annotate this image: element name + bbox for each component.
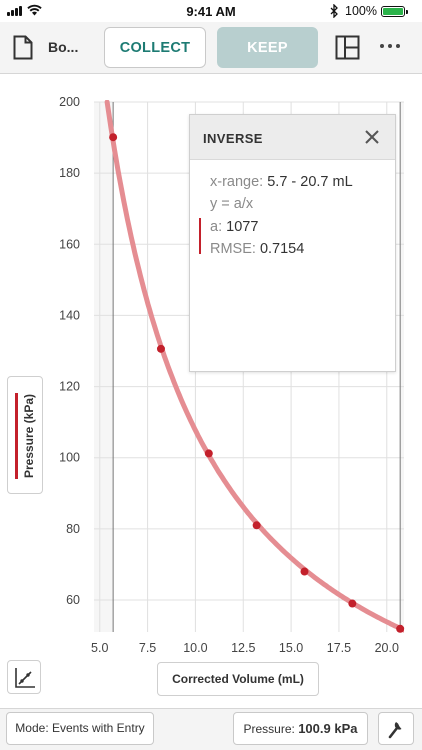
fit-equation: y = a/x [210, 196, 254, 212]
fit-x-range: x-range: 5.7 - 20.7 mL [210, 174, 353, 190]
x-tick-label: 15.0 [279, 641, 303, 655]
wrench-button[interactable] [378, 712, 414, 745]
bluetooth-icon [330, 4, 338, 18]
data-point [156, 344, 165, 353]
wifi-icon [27, 4, 42, 16]
more-icon[interactable] [380, 44, 400, 48]
x-tick-label: 10.0 [183, 641, 207, 655]
graph-tools-icon [15, 668, 35, 688]
y-tick-label: 60 [66, 593, 80, 607]
layout-icon[interactable] [335, 35, 360, 60]
toolbar: Bo... COLLECT KEEP [0, 22, 422, 74]
x-tick-label: 20.0 [375, 641, 399, 655]
x-tick-label: 12.5 [231, 641, 255, 655]
y-tick-label: 100 [59, 451, 80, 465]
inverse-fit-panel[interactable]: INVERSE x-range: 5.7 - 20.7 mL y = a/x a… [189, 114, 396, 372]
data-point [252, 521, 261, 530]
x-tick-label: 17.5 [327, 641, 351, 655]
fit-panel-header: INVERSE [190, 115, 395, 160]
mode-button[interactable]: Mode: Events with Entry [6, 712, 154, 745]
fit-coefficient-a: a: 1077 [210, 219, 259, 235]
y-tick-label: 180 [59, 166, 80, 180]
graph-tools-button[interactable] [7, 660, 41, 694]
sensor-meter-button[interactable]: Pressure: 100.9 kPa [233, 712, 368, 745]
collect-button[interactable]: COLLECT [104, 27, 206, 68]
document-title[interactable]: Bo... [48, 39, 79, 55]
data-point [348, 599, 357, 608]
x-tick-label: 7.5 [139, 641, 156, 655]
signal-icon [7, 6, 22, 16]
y-tick-label: 200 [59, 95, 80, 109]
fit-panel-title: INVERSE [203, 131, 263, 146]
fit-rmse: RMSE: 0.7154 [210, 241, 305, 257]
x-axis-label-button[interactable]: Corrected Volume (mL) [157, 662, 319, 696]
document-icon[interactable] [13, 35, 33, 60]
data-point [300, 567, 309, 576]
y-tick-label: 80 [66, 522, 80, 536]
sensor-value: 100.9 kPa [298, 721, 358, 736]
data-point [204, 449, 213, 458]
graph-area: 5.0 7.5 10.0 12.5 15.0 17.5 20.0 60 80 100 120 140 1… [0, 74, 422, 708]
x-axis-label: Corrected Volume (mL) [172, 672, 304, 686]
y-tick-label: 120 [59, 380, 80, 394]
data-point [396, 624, 405, 633]
y-tick-label: 160 [59, 237, 80, 251]
bottom-bar: Mode: Events with Entry Pressure: 100.9 … [0, 708, 422, 750]
close-icon[interactable] [362, 127, 382, 147]
sensor-label: Pressure: [243, 722, 295, 736]
y-tick-label: 140 [59, 308, 80, 322]
status-bar: 9:41 AM 100% [0, 0, 422, 22]
battery-percent: 100% [345, 4, 377, 18]
data-point [109, 133, 118, 142]
series-color-swatch [15, 393, 18, 479]
wrench-icon [388, 722, 402, 739]
y-axis-label: Pressure (kPa) [22, 393, 36, 479]
keep-button[interactable]: KEEP [217, 27, 318, 68]
status-time: 9:41 AM [186, 4, 236, 19]
battery-icon [381, 6, 408, 17]
y-axis-label-button[interactable]: Pressure (kPa) [7, 376, 43, 494]
x-tick-label: 5.0 [91, 641, 108, 655]
fit-color-swatch [199, 218, 201, 254]
